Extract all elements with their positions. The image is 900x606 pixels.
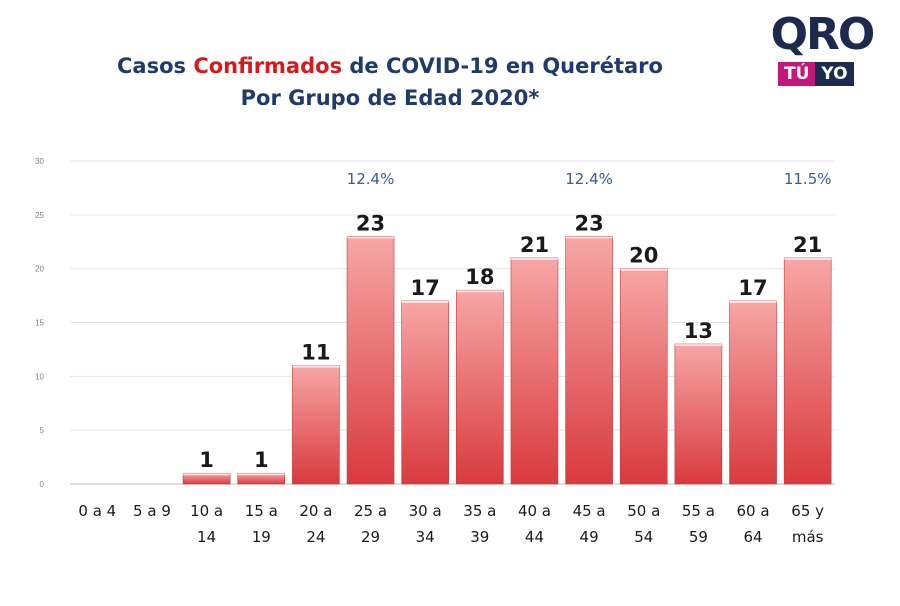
y-tick-label: 20 xyxy=(35,265,44,274)
chart-title: Casos Confirmados de COVID-19 en Queréta… xyxy=(0,50,780,114)
bar-highlight-4 xyxy=(292,365,340,368)
x-tick-label-5: 25 a xyxy=(354,502,387,520)
logo-tu: TÚ xyxy=(778,62,816,86)
x-tick-label-4: 20 a xyxy=(299,502,332,520)
logo-tagline: TÚ YO xyxy=(778,62,854,86)
logo-yo: YO xyxy=(815,62,854,86)
x-tick-label-10: 50 a xyxy=(627,502,660,520)
bar-highlight-3 xyxy=(237,473,285,476)
bar-9 xyxy=(565,236,613,485)
x-tick-label-1: 5 a 9 xyxy=(133,502,171,520)
x-tick-label-5: 29 xyxy=(361,528,380,546)
percent-annotation-5: 12.4% xyxy=(347,170,395,188)
bar-5 xyxy=(346,236,395,485)
data-label-11: 13 xyxy=(684,319,713,343)
x-tick-label-13: 65 y xyxy=(791,502,824,520)
data-label-2: 1 xyxy=(199,448,214,472)
title-line-1: Casos Confirmados de COVID-19 en Queréta… xyxy=(0,50,780,82)
bar-10 xyxy=(619,268,668,485)
x-tick-label-8: 44 xyxy=(525,528,544,546)
percent-annotation-13: 11.5% xyxy=(784,170,832,188)
bar-11 xyxy=(674,343,723,485)
x-tick-label-9: 45 a xyxy=(573,502,606,520)
title-line-2: Por Grupo de Edad 2020* xyxy=(240,86,540,110)
x-tick-label-12: 60 a xyxy=(737,502,770,520)
y-tick-label: 15 xyxy=(35,319,44,328)
x-tick-label-3: 19 xyxy=(252,528,271,546)
title-highlight: Confirmados xyxy=(193,54,343,78)
logo-qro-text: QRO xyxy=(770,9,876,60)
data-label-7: 18 xyxy=(465,265,494,289)
data-label-9: 23 xyxy=(574,211,603,235)
bar-6 xyxy=(401,300,449,485)
percent-annotation-9: 12.4% xyxy=(565,170,613,188)
y-tick-label: 5 xyxy=(40,426,45,435)
data-label-4: 11 xyxy=(301,341,330,365)
bar-highlight-11 xyxy=(674,344,722,347)
x-tick-label-12: 64 xyxy=(743,528,762,546)
x-tick-label-2: 14 xyxy=(197,528,216,546)
y-tick-label: 25 xyxy=(35,211,44,220)
labels: 0 5 10 15 20 25 30 0 a 4 5 a 9 1 10 a 14 1 15 a 19 11 20… xyxy=(35,157,831,546)
title-prefix: Casos xyxy=(117,54,194,78)
title-suffix: de COVID-19 en Querétaro xyxy=(342,54,663,78)
data-label-10: 20 xyxy=(629,244,658,268)
bar-highlight-13 xyxy=(784,257,832,260)
bar-4 xyxy=(292,365,340,485)
bar-highlight-8 xyxy=(510,257,558,260)
bar-8 xyxy=(510,257,559,485)
x-tick-label-9: 49 xyxy=(580,528,599,546)
bar-highlight-6 xyxy=(401,300,449,303)
x-tick-label-6: 34 xyxy=(416,528,435,546)
data-label-6: 17 xyxy=(411,276,440,300)
x-tick-label-11: 59 xyxy=(689,528,708,546)
x-tick-label-2: 10 a xyxy=(190,502,223,520)
bar-highlight-9 xyxy=(565,236,613,239)
data-label-8: 21 xyxy=(520,233,549,257)
data-label-13: 21 xyxy=(793,233,822,257)
bar-12 xyxy=(729,300,777,485)
bar-highlight-5 xyxy=(347,236,395,239)
bar-highlight-10 xyxy=(620,268,668,271)
x-tick-label-11: 55 a xyxy=(682,502,715,520)
x-tick-label-0: 0 a 4 xyxy=(78,502,116,520)
bar-highlight-7 xyxy=(456,290,504,293)
x-tick-label-8: 40 a xyxy=(518,502,551,520)
data-label-12: 17 xyxy=(738,276,767,300)
data-label-5: 23 xyxy=(356,211,385,235)
x-tick-label-6: 30 a xyxy=(409,502,442,520)
bar-highlight-12 xyxy=(729,300,777,303)
y-tick-label: 30 xyxy=(35,157,44,166)
x-tick-label-7: 35 a xyxy=(463,502,496,520)
bars xyxy=(182,236,832,485)
y-tick-label: 10 xyxy=(35,372,44,381)
qro-tu-yo-logo: QRO TÚ YO xyxy=(764,12,880,86)
x-tick-label-13: más xyxy=(792,528,824,546)
x-tick-label-10: 54 xyxy=(634,528,653,546)
data-label-3: 1 xyxy=(254,448,269,472)
y-tick-label: 0 xyxy=(40,480,45,489)
x-tick-label-4: 24 xyxy=(306,528,325,546)
bar-highlight-2 xyxy=(183,473,231,476)
x-tick-label-7: 39 xyxy=(470,528,489,546)
x-tick-label-3: 15 a xyxy=(245,502,278,520)
bar-7 xyxy=(456,289,504,485)
bar-13 xyxy=(783,257,832,485)
